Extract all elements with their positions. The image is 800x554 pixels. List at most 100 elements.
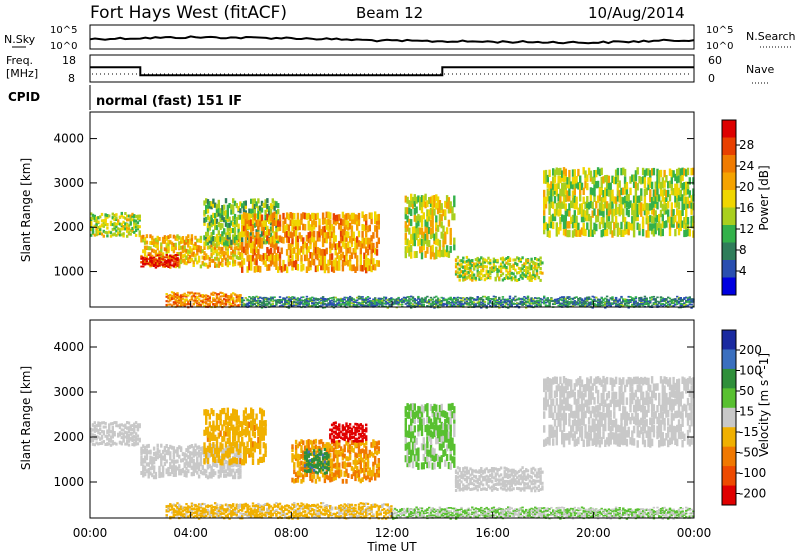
data-cell <box>330 243 334 251</box>
data-cell <box>426 305 429 307</box>
data-cell <box>564 297 567 300</box>
data-cell <box>303 224 307 231</box>
data-cell <box>397 296 400 299</box>
data-cell <box>393 299 397 301</box>
data-cell <box>314 301 318 304</box>
data-cell <box>158 237 161 241</box>
data-cell <box>562 167 566 175</box>
data-cell <box>221 231 224 237</box>
data-cell <box>679 193 682 202</box>
data-cell <box>431 244 434 252</box>
data-cell <box>507 307 510 309</box>
data-cell <box>343 304 346 306</box>
data-cell <box>383 302 386 305</box>
data-cell <box>571 214 575 223</box>
data-cell <box>339 253 343 261</box>
data-cell <box>327 303 330 306</box>
data-cell <box>302 248 305 255</box>
data-cell <box>285 212 289 219</box>
data-cell <box>277 266 280 273</box>
data-cell <box>365 304 368 307</box>
data-cell <box>582 299 585 302</box>
data-cell <box>586 213 589 222</box>
data-cell <box>454 297 458 300</box>
data-cell <box>498 276 501 280</box>
data-cell <box>686 196 690 204</box>
data-cell <box>571 182 575 190</box>
data-cell <box>343 220 346 228</box>
data-cell <box>246 304 249 306</box>
data-cell <box>154 253 158 258</box>
data-cell <box>282 226 285 233</box>
data-cell <box>580 299 584 302</box>
data-cell <box>239 208 242 214</box>
data-cell <box>605 305 609 307</box>
data-cell <box>300 299 303 301</box>
data-cell <box>607 182 611 190</box>
data-cell <box>649 175 652 184</box>
data-cell <box>661 203 664 212</box>
data-cell <box>275 259 278 267</box>
data-cell <box>156 265 159 268</box>
data-cell <box>237 214 240 220</box>
data-cell <box>652 229 656 237</box>
data-cell <box>154 250 158 254</box>
data-cell <box>620 296 623 299</box>
data-cell <box>244 218 247 225</box>
data-cell <box>237 246 240 251</box>
data-cell <box>221 214 224 221</box>
data-cell <box>573 229 576 237</box>
data-cell <box>203 217 206 223</box>
data-cell <box>142 249 145 254</box>
data-cell <box>539 270 542 274</box>
data-cell <box>287 255 291 262</box>
data-cell <box>194 297 197 300</box>
data-cell <box>462 278 465 282</box>
data-cell <box>170 241 174 246</box>
data-cell <box>476 298 479 301</box>
data-cell <box>237 238 240 243</box>
data-cell <box>142 449 145 454</box>
data-cell <box>435 304 438 306</box>
data-cell <box>647 303 650 306</box>
data-cell <box>212 212 215 218</box>
data-cell <box>348 214 352 222</box>
data-cell <box>532 266 535 270</box>
data-cell <box>176 304 179 307</box>
data-cell <box>422 200 425 208</box>
data-cell <box>375 304 379 306</box>
data-cell <box>95 441 98 445</box>
nsearch-tick-top: 10^5 <box>706 25 733 36</box>
data-cell <box>647 168 650 176</box>
data-cell <box>458 273 461 277</box>
data-cell <box>445 298 449 301</box>
data-cell <box>492 302 496 305</box>
data-cell <box>287 307 291 309</box>
data-cell <box>268 302 271 304</box>
data-cell <box>496 270 499 273</box>
data-cell <box>126 436 129 440</box>
data-cell <box>248 296 251 298</box>
data-cell <box>154 264 158 267</box>
data-cell <box>676 295 679 298</box>
data-cell <box>683 304 686 306</box>
data-cell <box>363 300 366 302</box>
data-cell <box>339 246 343 253</box>
data-cell <box>516 279 519 282</box>
data-cell <box>654 299 657 301</box>
data-cell <box>126 226 129 230</box>
data-cell <box>151 254 154 259</box>
data-cell <box>480 269 483 273</box>
data-cell <box>552 188 555 197</box>
data-cell <box>255 299 258 302</box>
data-cell <box>591 295 594 298</box>
data-cell <box>321 218 325 225</box>
data-cell <box>291 260 294 267</box>
data-cell <box>366 300 370 303</box>
data-cell <box>142 467 145 472</box>
data-cell <box>661 305 664 308</box>
data-cell <box>257 248 260 256</box>
data-cell <box>196 296 199 299</box>
data-cell <box>456 299 460 301</box>
data-cell <box>289 243 292 250</box>
